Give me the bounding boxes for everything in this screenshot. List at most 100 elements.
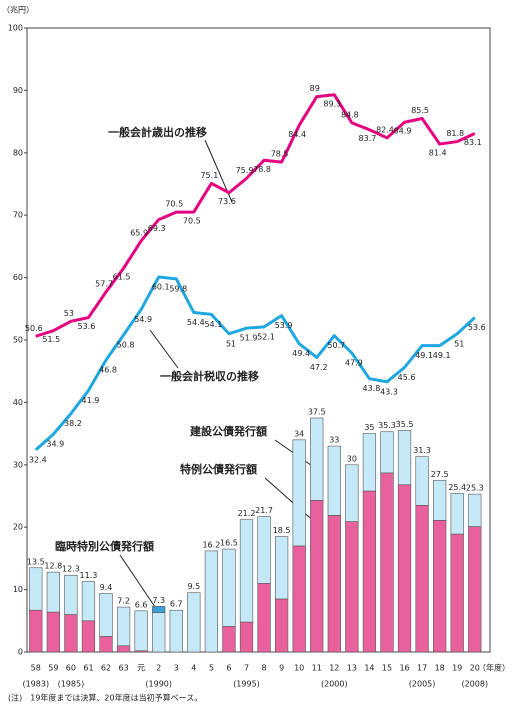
y-tick-label: 20 [13,523,23,532]
x-tick-label: 60 [66,664,76,673]
x-tick-label: 14 [364,664,374,673]
bar-segment [468,493,482,527]
y-tick-label: 30 [13,460,23,469]
line-series [34,275,476,451]
data-label: 54.9 [134,315,152,324]
data-label: 51.5 [42,335,60,344]
bar-segment [257,583,271,653]
total-label: 7.2 [117,597,130,606]
data-label: 81.8 [446,129,464,138]
x-year-label: (1983) [22,680,49,689]
bar-segment [415,505,429,653]
bar-segment [116,645,131,653]
x-tick-label: 6 [226,664,231,673]
bar-segment [204,550,219,653]
bar-segment [433,520,447,653]
y-unit: （兆円） [2,5,34,15]
bar-segment [362,490,377,653]
total-label: 35.3 [378,421,396,430]
bar-segment [380,431,394,474]
leader-line [119,554,156,608]
y-tick-label: 70 [13,211,23,220]
y-tick-label: 80 [13,148,23,157]
total-label: 9.5 [187,582,200,591]
data-label: 84.9 [394,127,412,136]
data-label: 54.4 [187,318,205,327]
bar-segment [274,598,289,653]
bar-segment [64,614,78,653]
data-label: 89 [310,84,320,93]
data-label: 75.9 [236,166,254,175]
bar-segment [116,606,131,647]
x-tick-label: 19 [452,664,462,673]
bar-segment [292,545,306,653]
x-year-label: (2005) [409,680,436,689]
x-tick-label: 11 [312,664,322,673]
data-label: 49.1 [415,351,433,360]
bar-segment [292,439,306,547]
bar-segment [99,593,113,637]
total-label: 6.6 [135,600,148,609]
bar-segment [327,445,341,516]
y-tick-label: 50 [13,336,23,345]
data-label: 84.4 [288,130,306,139]
total-label: 30 [347,454,357,463]
total-label: 7.3 [152,596,165,605]
leader-line [149,329,179,369]
total-label: 35.5 [396,420,414,429]
bar-segment [46,611,60,653]
x-year-label: (1995) [233,680,260,689]
x-tick-label: 58 [31,664,41,673]
x-tick-label: 62 [101,664,111,673]
data-label: 43.8 [363,384,381,393]
data-label: 49.4 [292,349,310,358]
x-tick-label: 7 [244,664,249,673]
bar-segment [257,516,271,584]
total-label: 9.4 [100,583,113,592]
line-series [35,93,476,338]
bar-segment [222,548,236,627]
x-tick-label: 63 [118,664,128,673]
data-label: 83.7 [359,134,377,143]
data-label: 53.6 [468,323,486,332]
data-label: 89.3 [323,99,341,108]
bar-segment [239,519,254,623]
data-label: 41.9 [82,396,100,405]
total-label: 35 [364,423,374,432]
bar-segment [397,430,412,486]
data-label: 51 [454,339,464,348]
data-label: 50.8 [117,341,135,350]
x-tick-label: 2 [156,664,161,673]
annotation: 一般会計税収の推移 [160,369,259,383]
bar-segment [310,417,324,501]
data-label: 81.4 [429,149,447,158]
bar-segment [327,515,341,653]
data-label: 70.5 [183,217,201,226]
bar-segment [415,456,429,506]
total-label: 6.7 [170,600,183,609]
data-label: 82.4 [376,125,394,134]
x-tick-label: 18 [435,664,445,673]
data-label: 50.6 [25,324,43,333]
x-year-label: (1985) [58,680,85,689]
total-label: 27.5 [431,470,449,479]
data-label: 46.8 [99,365,117,374]
x-tick-label: 10 [294,664,304,673]
y-tick-label: 100 [8,24,23,33]
data-label: 52.1 [257,332,275,341]
total-label: 13.5 [27,557,45,566]
data-label: 53 [64,309,74,318]
bar-segment [152,612,166,653]
x-year-label: (2000) [321,680,348,689]
bar-segment [274,536,289,600]
bar-segment [169,609,183,653]
bar-segment [450,533,464,653]
bar-segment [46,571,60,613]
y-tick-label: 90 [13,86,23,95]
x-tick-label: 5 [209,664,214,673]
x-unit: （年度） [478,663,510,673]
annotation: 特例公債発行額 [180,462,257,476]
data-label: 51 [226,339,236,348]
total-label: 34 [294,429,304,438]
